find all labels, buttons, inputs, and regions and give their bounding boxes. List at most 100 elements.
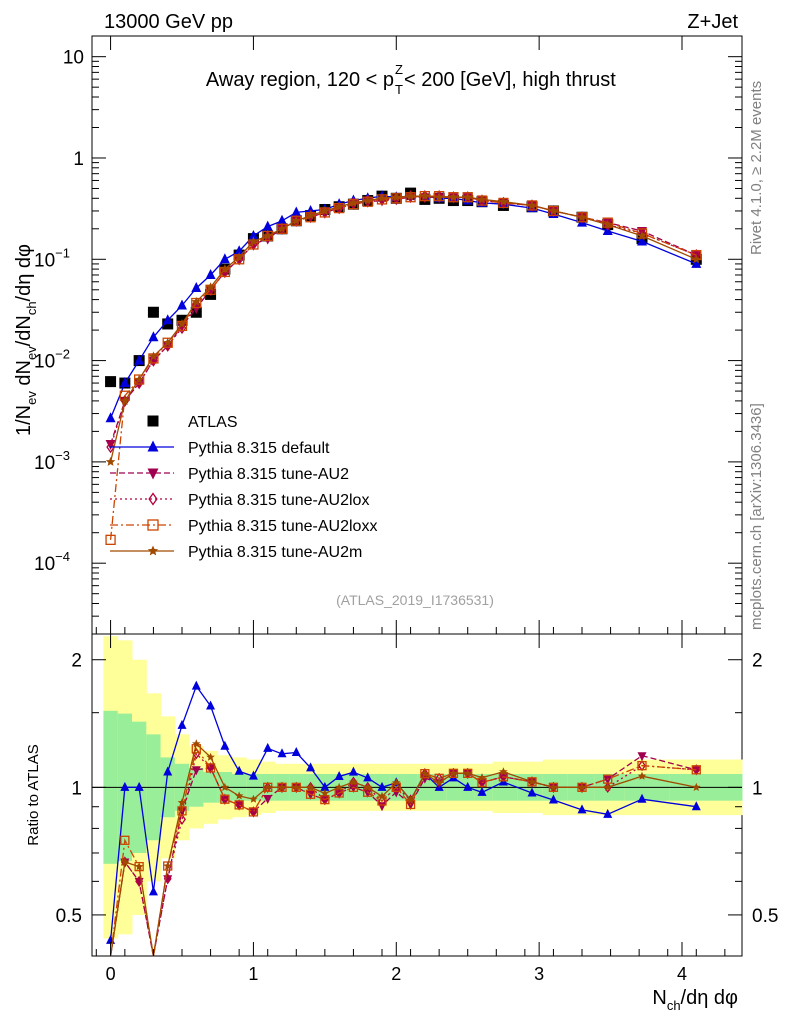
- ratio-point-pythia-8-315-default: [306, 762, 316, 772]
- ratio-point-pythia-8-315-tune-au2m: [463, 768, 472, 777]
- ratio-point-pythia-8-315-tune-au2m: [377, 791, 387, 800]
- ratio-line-pythia-8-315-default: [109, 684, 697, 941]
- x-tick-label: 1: [248, 964, 258, 984]
- plot-subtitle-post: < 200 [GeV], high thrust: [404, 69, 616, 91]
- ratio-point-pythia-8-315-default: [527, 787, 537, 797]
- ratio-tick-label-right: 0.5: [752, 906, 778, 927]
- data-point-pythia-8-315-tune-au2m: [277, 223, 287, 233]
- data-point-pythia-8-315-tune-au2m: [477, 194, 487, 204]
- ratio-point-pythia-8-315-tune-au2m: [206, 752, 215, 761]
- data-point-pythia-8-315-default: [191, 282, 202, 293]
- main-y-axis-label: 1/Nev dNev/dNch/dη dφ: [13, 244, 39, 436]
- ratio-point-pythia-8-315-tune-au2m: [192, 739, 201, 748]
- ratio-point-pythia-8-315-default: [603, 808, 613, 818]
- ratio-point-pythia-8-315-tune-au2m: [420, 769, 430, 778]
- data-point-pythia-8-315-default: [637, 235, 647, 246]
- mcplots-label: mcplots.cern.ch [arXiv:1306.3436]: [748, 403, 765, 630]
- ratio-point-pythia-8-315-tune-au2m: [320, 788, 330, 797]
- data-point-pythia-8-315-default: [148, 331, 159, 342]
- ratio-point-pythia-8-315-default: [377, 781, 387, 791]
- ratio-point-pythia-8-315-tune-au2m: [499, 767, 508, 776]
- ratio-point-pythia-8-315-default: [348, 766, 358, 776]
- ratio-point-pythia-8-315-default: [691, 801, 701, 811]
- data-point-pythia-8-315-tune-au2loxx: [433, 190, 445, 202]
- data-point-pythia-8-315-tune-au2m: [691, 254, 701, 264]
- data-point-pythia-8-315-default: [262, 220, 273, 231]
- y-tick-label: 10−3: [34, 448, 70, 474]
- y-tick-label: 10: [63, 48, 84, 69]
- series-line-pythia-8-315-default: [109, 195, 697, 419]
- ratio-point-pythia-8-315-default: [191, 680, 201, 690]
- legend-label: Pythia 8.315 tune-AU2m: [188, 544, 362, 561]
- ratio-point-pythia-8-315-tune-au2m: [234, 791, 244, 800]
- data-point-pythia-8-315-tune-au2m: [263, 230, 273, 240]
- ratio-point-pythia-8-315-default: [548, 794, 558, 804]
- data-point-pythia-8-315-default: [234, 245, 245, 256]
- data-point-pythia-8-315-tune-au2m: [420, 191, 430, 201]
- series-line-pythia-8-315-tune-au2loxx: [109, 195, 697, 540]
- ratio-point-pythia-8-315-tune-au2m: [306, 782, 315, 791]
- data-point-atlas: [147, 306, 159, 318]
- legend-marker: [147, 468, 159, 480]
- data-point-pythia-8-315-default: [219, 253, 230, 264]
- ratio-point-pythia-8-315-tune-au2m: [603, 782, 612, 791]
- ratio-point-pythia-8-315-tune-au2m: [220, 782, 230, 791]
- ratio-point-pythia-8-315-tune-au2loxx: [234, 800, 244, 810]
- ratio-point-pythia-8-315-tune-au2: [637, 752, 647, 762]
- data-point-pythia-8-315-tune-au2m: [177, 318, 187, 328]
- data-point-pythia-8-315-tune-au2m: [377, 193, 387, 203]
- data-point-pythia-8-315-tune-au2m: [637, 230, 647, 240]
- data-point-pythia-8-315-tune-au2m: [163, 337, 173, 347]
- data-point-pythia-8-315-tune-au2lox: [106, 440, 115, 454]
- series-pythia-8-315-tune-au2m: [105, 191, 701, 466]
- x-tick-label: 4: [677, 964, 687, 984]
- ratio-point-pythia-8-315-tune-au2m: [692, 782, 701, 791]
- data-point-atlas: [105, 376, 117, 388]
- ratio-point-pythia-8-315-tune-au2m: [392, 778, 401, 787]
- ratio-point-pythia-8-315-default: [291, 746, 301, 756]
- data-point-pythia-8-315-default: [162, 314, 173, 325]
- data-point-pythia-8-315-tune-au2m: [234, 252, 244, 262]
- ratio-point-pythia-8-315-tune-au2loxx: [320, 794, 330, 805]
- ratio-point-pythia-8-315-tune-au2m: [434, 778, 444, 787]
- ratio-point-pythia-8-315-tune-au2loxx: [120, 835, 130, 845]
- ratio-point-pythia-8-315-tune-au2m: [349, 777, 358, 786]
- ratio-point-pythia-8-315-tune-au2m: [549, 782, 558, 791]
- ratio-tick-label-right: 1: [752, 778, 763, 799]
- ratio-series-group: [106, 680, 701, 957]
- data-point-pythia-8-315-tune-au2m: [463, 192, 473, 202]
- data-point-pythia-8-315-tune-au2m: [577, 212, 587, 222]
- data-point-pythia-8-315-default: [248, 229, 259, 240]
- data-point-pythia-8-315-tune-au2m: [405, 191, 416, 201]
- data-point-pythia-8-315-default: [177, 299, 187, 310]
- ratio-point-pythia-8-315-tune-au2m: [637, 771, 647, 780]
- ratio-point-pythia-8-315-tune-au2m: [263, 782, 272, 791]
- ratio-point-pythia-8-315-tune-au2loxx: [205, 763, 216, 773]
- ratio-point-pythia-8-315-tune-au2m: [406, 795, 415, 804]
- ratio-point-pythia-8-315-tune-au2m: [249, 794, 258, 803]
- ratio-point-pythia-8-315-default: [177, 719, 187, 729]
- data-point-pythia-8-315-tune-au2m: [603, 219, 613, 229]
- x-tick-label: 3: [534, 964, 544, 984]
- legend-marker: [147, 415, 159, 427]
- ratio-point-pythia-8-315-tune-au2m: [577, 782, 587, 791]
- ratio-point-pythia-8-315-default: [148, 886, 158, 896]
- data-point-pythia-8-315-default: [205, 268, 216, 279]
- ratio-point-pythia-8-315-default: [120, 781, 130, 791]
- legend-label: Pythia 8.315 tune-AU2: [188, 466, 349, 483]
- legend-label: Pythia 8.315 default: [188, 440, 330, 457]
- legend-entry-pythia-8-315-tune-au2m: Pythia 8.315 tune-AU2m: [110, 544, 362, 561]
- data-point-pythia-8-315-default: [134, 354, 145, 365]
- data-point-pythia-8-315-tune-au2lox: [191, 298, 201, 311]
- ratio-point-pythia-8-315-tune-au2: [603, 775, 613, 785]
- ratio-series-pythia-8-315-tune-au2m: [109, 739, 701, 957]
- ratio-tick-label: 2: [71, 651, 82, 672]
- data-point-pythia-8-315-tune-au2m: [305, 210, 316, 220]
- ratio-point-pythia-8-315-tune-au2loxx: [248, 807, 259, 817]
- ratio-point-pythia-8-315-tune-au2m: [363, 782, 372, 791]
- plot-subtitle-sub: T: [395, 82, 403, 97]
- ratio-point-pythia-8-315-default: [234, 765, 244, 775]
- ratio-line-pythia-8-315-tune-au2: [109, 754, 697, 957]
- ratio-point-pythia-8-315-tune-au2loxx: [220, 794, 230, 804]
